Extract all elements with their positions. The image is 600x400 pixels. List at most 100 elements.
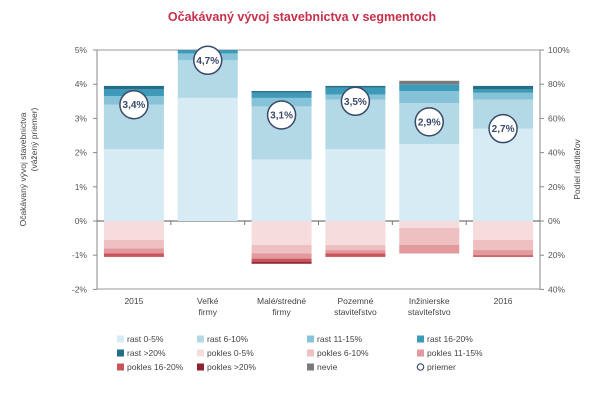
bar-segment-pokles-0-5-	[473, 221, 534, 240]
bar-segment-rast-11-15-	[473, 92, 534, 100]
average-marker	[119, 89, 149, 120]
bar-segment-rast-0-5-	[103, 149, 164, 221]
legend-label: pokles 0-5%	[207, 348, 254, 358]
legend-label: nevie	[317, 362, 338, 372]
category-label: Malé/stredné	[257, 296, 306, 306]
legend-swatch	[117, 363, 124, 371]
bar-segment-pokles-11-15-	[473, 250, 534, 256]
legend-swatch	[307, 349, 314, 357]
bar-segment-pokles-11-15-	[103, 248, 164, 254]
category-label: staviteľstvo	[334, 307, 377, 317]
average-marker	[340, 86, 371, 117]
legend-swatch	[417, 335, 424, 343]
chart-title: Očakávaný vývoj stavebnictva v segmentoc…	[168, 10, 436, 24]
legend-label: pokles >20%	[207, 362, 256, 372]
right-tick-label: 40%	[548, 284, 565, 294]
legend-label: rast 11-15%	[317, 334, 363, 344]
bar-segment-nevie	[399, 80, 460, 85]
right-tick-label: 100%	[548, 45, 570, 55]
left-axis-sublabel: (vážený priemer)	[29, 107, 39, 171]
bar-segment-rast-16-20-	[251, 92, 312, 98]
bar-segment-pokles-0-5-	[103, 221, 164, 240]
legend-swatch	[307, 335, 314, 343]
right-tick-label: 20%	[548, 250, 565, 260]
bars	[103, 50, 534, 264]
bar-segment-pokles-6-10-	[325, 244, 386, 251]
average-marker	[488, 113, 518, 144]
average-label: 3,5%	[344, 97, 367, 108]
legend-label: pokles 6-10%	[317, 348, 369, 358]
bar-segment-pokles-0-5-	[399, 221, 460, 228]
left-tick-label: -2%	[72, 284, 88, 294]
bar-segment-pokles-20-	[251, 262, 312, 264]
right-tick-label: 0%	[548, 216, 561, 226]
bar-segment-rast-11-15-	[399, 91, 460, 104]
legend-label: rast 6-10%	[207, 334, 249, 344]
category-label: 2016	[494, 296, 513, 306]
legend-label: rast >20%	[127, 348, 166, 358]
category-labels: 2015 VeľkéfirmyMalé/strednéfirmyPozemnést…	[124, 296, 512, 317]
bar-segment-pokles-16-20-	[473, 255, 534, 257]
legend-label: pokles 16-20%	[127, 362, 184, 372]
bar-segment-pokles-11-15-	[325, 250, 386, 254]
average-marker	[414, 107, 444, 137]
bar-segment-rast-0-5-	[325, 149, 386, 221]
bar-segment-pokles-6-10-	[473, 239, 534, 251]
bar-segment-pokles-16-20-	[325, 253, 386, 257]
legend-swatch	[197, 335, 204, 343]
left-tick-label: 4%	[75, 79, 88, 89]
left-axis-label: Očakávaný vývoj stavebnictva	[18, 112, 28, 226]
left-tick-label: -1%	[72, 250, 88, 260]
bar-segment-pokles-6-10-	[103, 239, 164, 249]
left-tick-label: 3%	[75, 113, 88, 123]
legend-swatch	[417, 349, 424, 357]
category-label: Veľké	[197, 296, 219, 306]
average-label: 3,1%	[270, 110, 293, 121]
bar-segment-pokles-6-10-	[399, 227, 460, 245]
legend-label: rast 0-5%	[127, 334, 164, 344]
bar-segment-rast-0-5-	[251, 159, 312, 221]
bar-segment-pokles-16-20-	[103, 253, 164, 257]
bar-segment-pokles-16-20-	[251, 258, 312, 263]
legend: rast 0-5% rast 6-10% rast 11-15% rast 16-20…	[117, 334, 483, 372]
bar-segment-pokles-11-15-	[399, 244, 460, 254]
bar-segment-pokles-11-15-	[251, 253, 312, 259]
right-tick-label: 60%	[548, 113, 565, 123]
bar-segment-pokles-6-10-	[251, 244, 312, 254]
bar-segment-rast-0-5-	[399, 144, 460, 221]
left-tick-label: 2%	[75, 148, 88, 158]
legend-swatch	[197, 363, 204, 371]
legend-swatch	[117, 335, 124, 343]
legend-label: priemer	[427, 362, 456, 372]
average-label: 3,4%	[123, 100, 146, 111]
right-axis-label: Podiel riaditeľov	[572, 138, 582, 199]
left-tick-label: 5%	[75, 45, 88, 55]
category-label: Pozemné	[337, 296, 373, 306]
average-label: 2,9%	[418, 117, 441, 128]
left-tick-label: 0%	[75, 216, 88, 226]
bar-segment-pokles-0-5-	[325, 221, 386, 245]
right-tick-label: 40%	[548, 148, 565, 158]
category-label: firmy	[199, 307, 218, 317]
bar-segment-rast-20-	[473, 85, 534, 90]
category-label: Inžinierske	[409, 296, 450, 306]
category-label: firmy	[272, 307, 291, 317]
average-marker	[266, 100, 297, 130]
category-label: 2015	[124, 296, 143, 306]
legend-swatch	[197, 349, 204, 357]
legend-label: pokles 11-15%	[427, 348, 483, 358]
averages: 3,4% 4,7% 3,1% 3,5% 2,9% 2,7%	[119, 45, 518, 144]
legend-swatch	[117, 349, 124, 357]
bar-segment-rast-0-5-	[177, 97, 238, 221]
legend-label: rast 16-20%	[427, 334, 473, 344]
average-marker	[193, 45, 223, 76]
legend-swatch	[307, 363, 314, 371]
left-tick-label: 1%	[75, 182, 88, 192]
legend-marker-circle	[416, 363, 425, 371]
axes: -2% -1% 0% 1% 2% 3% 4% 5% 40% 20% 0% 20% 40% 60% 80% 10…	[18, 45, 582, 294]
average-label: 4,7%	[196, 56, 219, 67]
right-tick-label: 80%	[548, 79, 565, 89]
bar-segment-rast-16-20-	[399, 84, 460, 92]
bar-segment-rast-20-	[251, 91, 312, 93]
bar-segment-rast-16-20-	[473, 89, 534, 93]
